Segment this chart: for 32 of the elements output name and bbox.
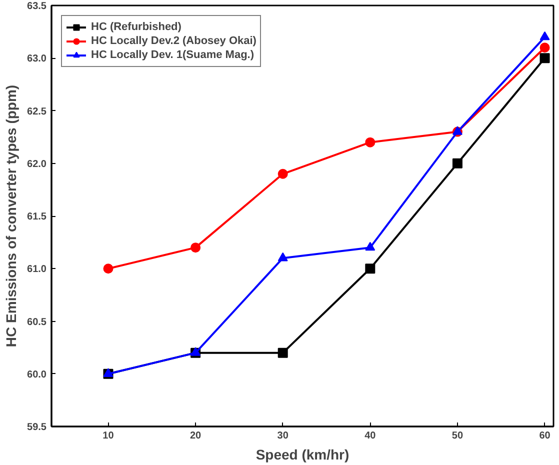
point — [103, 264, 114, 274]
x-tick-label: 50 — [452, 430, 464, 442]
y-tick-label: 60.0 — [27, 369, 47, 380]
point — [365, 137, 376, 148]
x-tick-label: 30 — [277, 430, 289, 442]
y-tick-label: 61.5 — [27, 212, 47, 222]
point — [540, 31, 550, 40]
x-tick-label: 40 — [364, 430, 376, 442]
x-tick-label: 10 — [102, 430, 114, 442]
point — [278, 168, 288, 179]
y-tick-label: 62.0 — [27, 158, 47, 170]
point — [365, 264, 376, 274]
point — [540, 53, 550, 64]
point — [540, 42, 550, 53]
x-tick-label: 60 — [539, 430, 551, 442]
y-tick-label: 62.5 — [27, 106, 47, 118]
y-tick-label: 61.0 — [27, 264, 47, 276]
x-axis-title: Speed (km/hr) — [256, 446, 350, 462]
legend-label: HC Locally Dev. 1(Suame Mag.) — [91, 48, 254, 62]
legend-label: HC Locally Dev.2 (Abosey Okai) — [91, 34, 256, 48]
point — [452, 158, 462, 168]
point — [278, 348, 288, 358]
y-tick-label: 63.0 — [27, 54, 47, 65]
y-axis-title: HC Emissions of converter types (ppm) — [3, 84, 20, 348]
point — [190, 242, 201, 253]
point — [365, 242, 376, 251]
y-tick-label: 59.5 — [27, 422, 47, 433]
y-tick-label: 63.5 — [27, 1, 47, 12]
x-tick-label: 20 — [190, 430, 202, 442]
legend-label: HC (Refurbished) — [91, 20, 182, 34]
point — [278, 252, 288, 262]
y-tick-label: 60.5 — [27, 316, 47, 328]
